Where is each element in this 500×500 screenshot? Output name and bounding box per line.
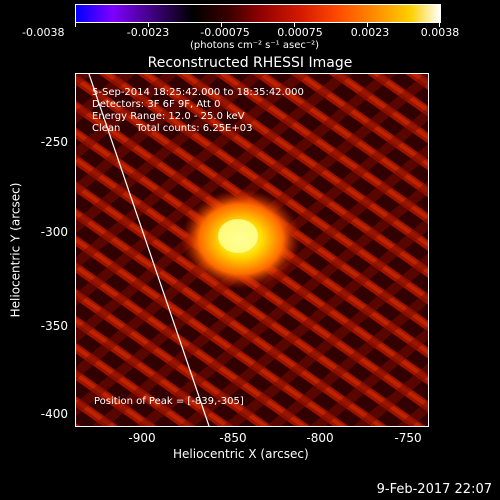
colorbar-label: 0.0023 [350, 26, 390, 39]
y-tick-label: -350 [40, 319, 68, 333]
colorbar [75, 4, 441, 23]
colorbar-label: 0.0038 [420, 26, 460, 39]
colorbar-label: 0.00075 [277, 26, 323, 39]
colorbar-label: -0.00075 [200, 26, 250, 39]
flare-peak [218, 219, 258, 253]
time-range: 5-Sep-2014 18:25:42.000 to 18:35:42.000 [92, 87, 304, 98]
colorbar-tick [439, 22, 440, 27]
x-axis-label: Heliocentric X (arcsec) [173, 447, 309, 461]
generation-date: 9-Feb-2017 22:07 [376, 482, 492, 497]
image-canvas [76, 74, 428, 426]
colorbar-units: (photons cm⁻² s⁻¹ asec⁻²) [190, 40, 320, 51]
clean-info: Clean Total counts: 6.25E+03 [92, 123, 253, 134]
colorbar-label: -0.0038 [22, 26, 65, 39]
image-plot: 5-Sep-2014 18:25:42.000 to 18:35:42.000 … [75, 73, 429, 427]
x-tick-label: -900 [128, 431, 156, 445]
x-tick-label: -800 [306, 431, 334, 445]
peak-position: Position of Peak = [-839,-305] [94, 396, 244, 407]
energy-range: Energy Range: 12.0 - 25.0 keV [92, 111, 245, 122]
colorbar-tick [75, 22, 76, 27]
y-tick-label: -300 [40, 225, 68, 239]
colorbar-tick [294, 22, 295, 27]
y-tick-label: -400 [40, 407, 68, 421]
x-tick-label: -750 [394, 431, 422, 445]
colorbar-tick [148, 22, 149, 27]
x-tick-label: -850 [219, 431, 247, 445]
y-axis-label: Heliocentric Y (arcsec) [8, 182, 23, 318]
colorbar-tick [367, 22, 368, 27]
image-title: Reconstructed RHESSI Image [147, 55, 353, 71]
detectors-info: Detectors: 3F 6F 9F, Att 0 [92, 99, 221, 110]
y-tick-label: -250 [40, 135, 68, 149]
solar-limb [88, 74, 210, 426]
colorbar-label: -0.0023 [126, 26, 170, 39]
colorbar-tick [221, 22, 222, 27]
